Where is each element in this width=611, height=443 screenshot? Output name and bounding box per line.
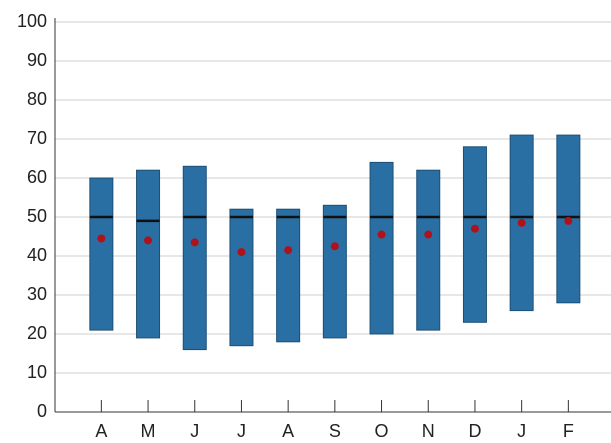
x-tick-label: N (422, 421, 435, 441)
y-tick-label: 50 (27, 206, 47, 226)
x-tick-label: A (95, 421, 107, 441)
x-tick-label: J (517, 421, 526, 441)
mean-dot (564, 216, 573, 225)
x-tick-label: J (190, 421, 199, 441)
x-tick-label: M (141, 421, 156, 441)
mean-dot (97, 234, 106, 243)
y-tick-label: 70 (27, 128, 47, 148)
range-bar (416, 169, 441, 331)
range-bar (182, 165, 207, 351)
range-bar (276, 208, 301, 343)
range-bar (136, 169, 161, 339)
mean-dot (470, 224, 479, 233)
mean-dot (190, 238, 199, 247)
y-tick-label: 0 (37, 401, 47, 421)
y-tick-label: 20 (27, 323, 47, 343)
range-bar (229, 208, 254, 347)
range-bar (89, 177, 114, 331)
mean-dot (144, 236, 153, 245)
x-tick-label: O (375, 421, 389, 441)
x-tick-label: A (282, 421, 294, 441)
range-bar (322, 204, 347, 339)
range-bar (369, 161, 394, 335)
mean-dot (284, 246, 293, 255)
x-tick-label: D (468, 421, 481, 441)
y-tick-label: 10 (27, 362, 47, 382)
mean-dot (517, 218, 526, 227)
y-tick-label: 90 (27, 50, 47, 70)
x-tick-label: J (237, 421, 246, 441)
mean-dot (377, 230, 386, 239)
x-tick-label: F (563, 421, 574, 441)
range-bar (462, 146, 487, 323)
y-tick-label: 60 (27, 167, 47, 187)
x-tick-label: S (329, 421, 341, 441)
y-tick-label: 40 (27, 245, 47, 265)
y-tick-label: 100 (17, 11, 47, 31)
mean-dot (424, 230, 433, 239)
y-tick-label: 80 (27, 89, 47, 109)
mean-dot (237, 248, 246, 257)
y-tick-label: 30 (27, 284, 47, 304)
mean-dot (330, 242, 339, 251)
